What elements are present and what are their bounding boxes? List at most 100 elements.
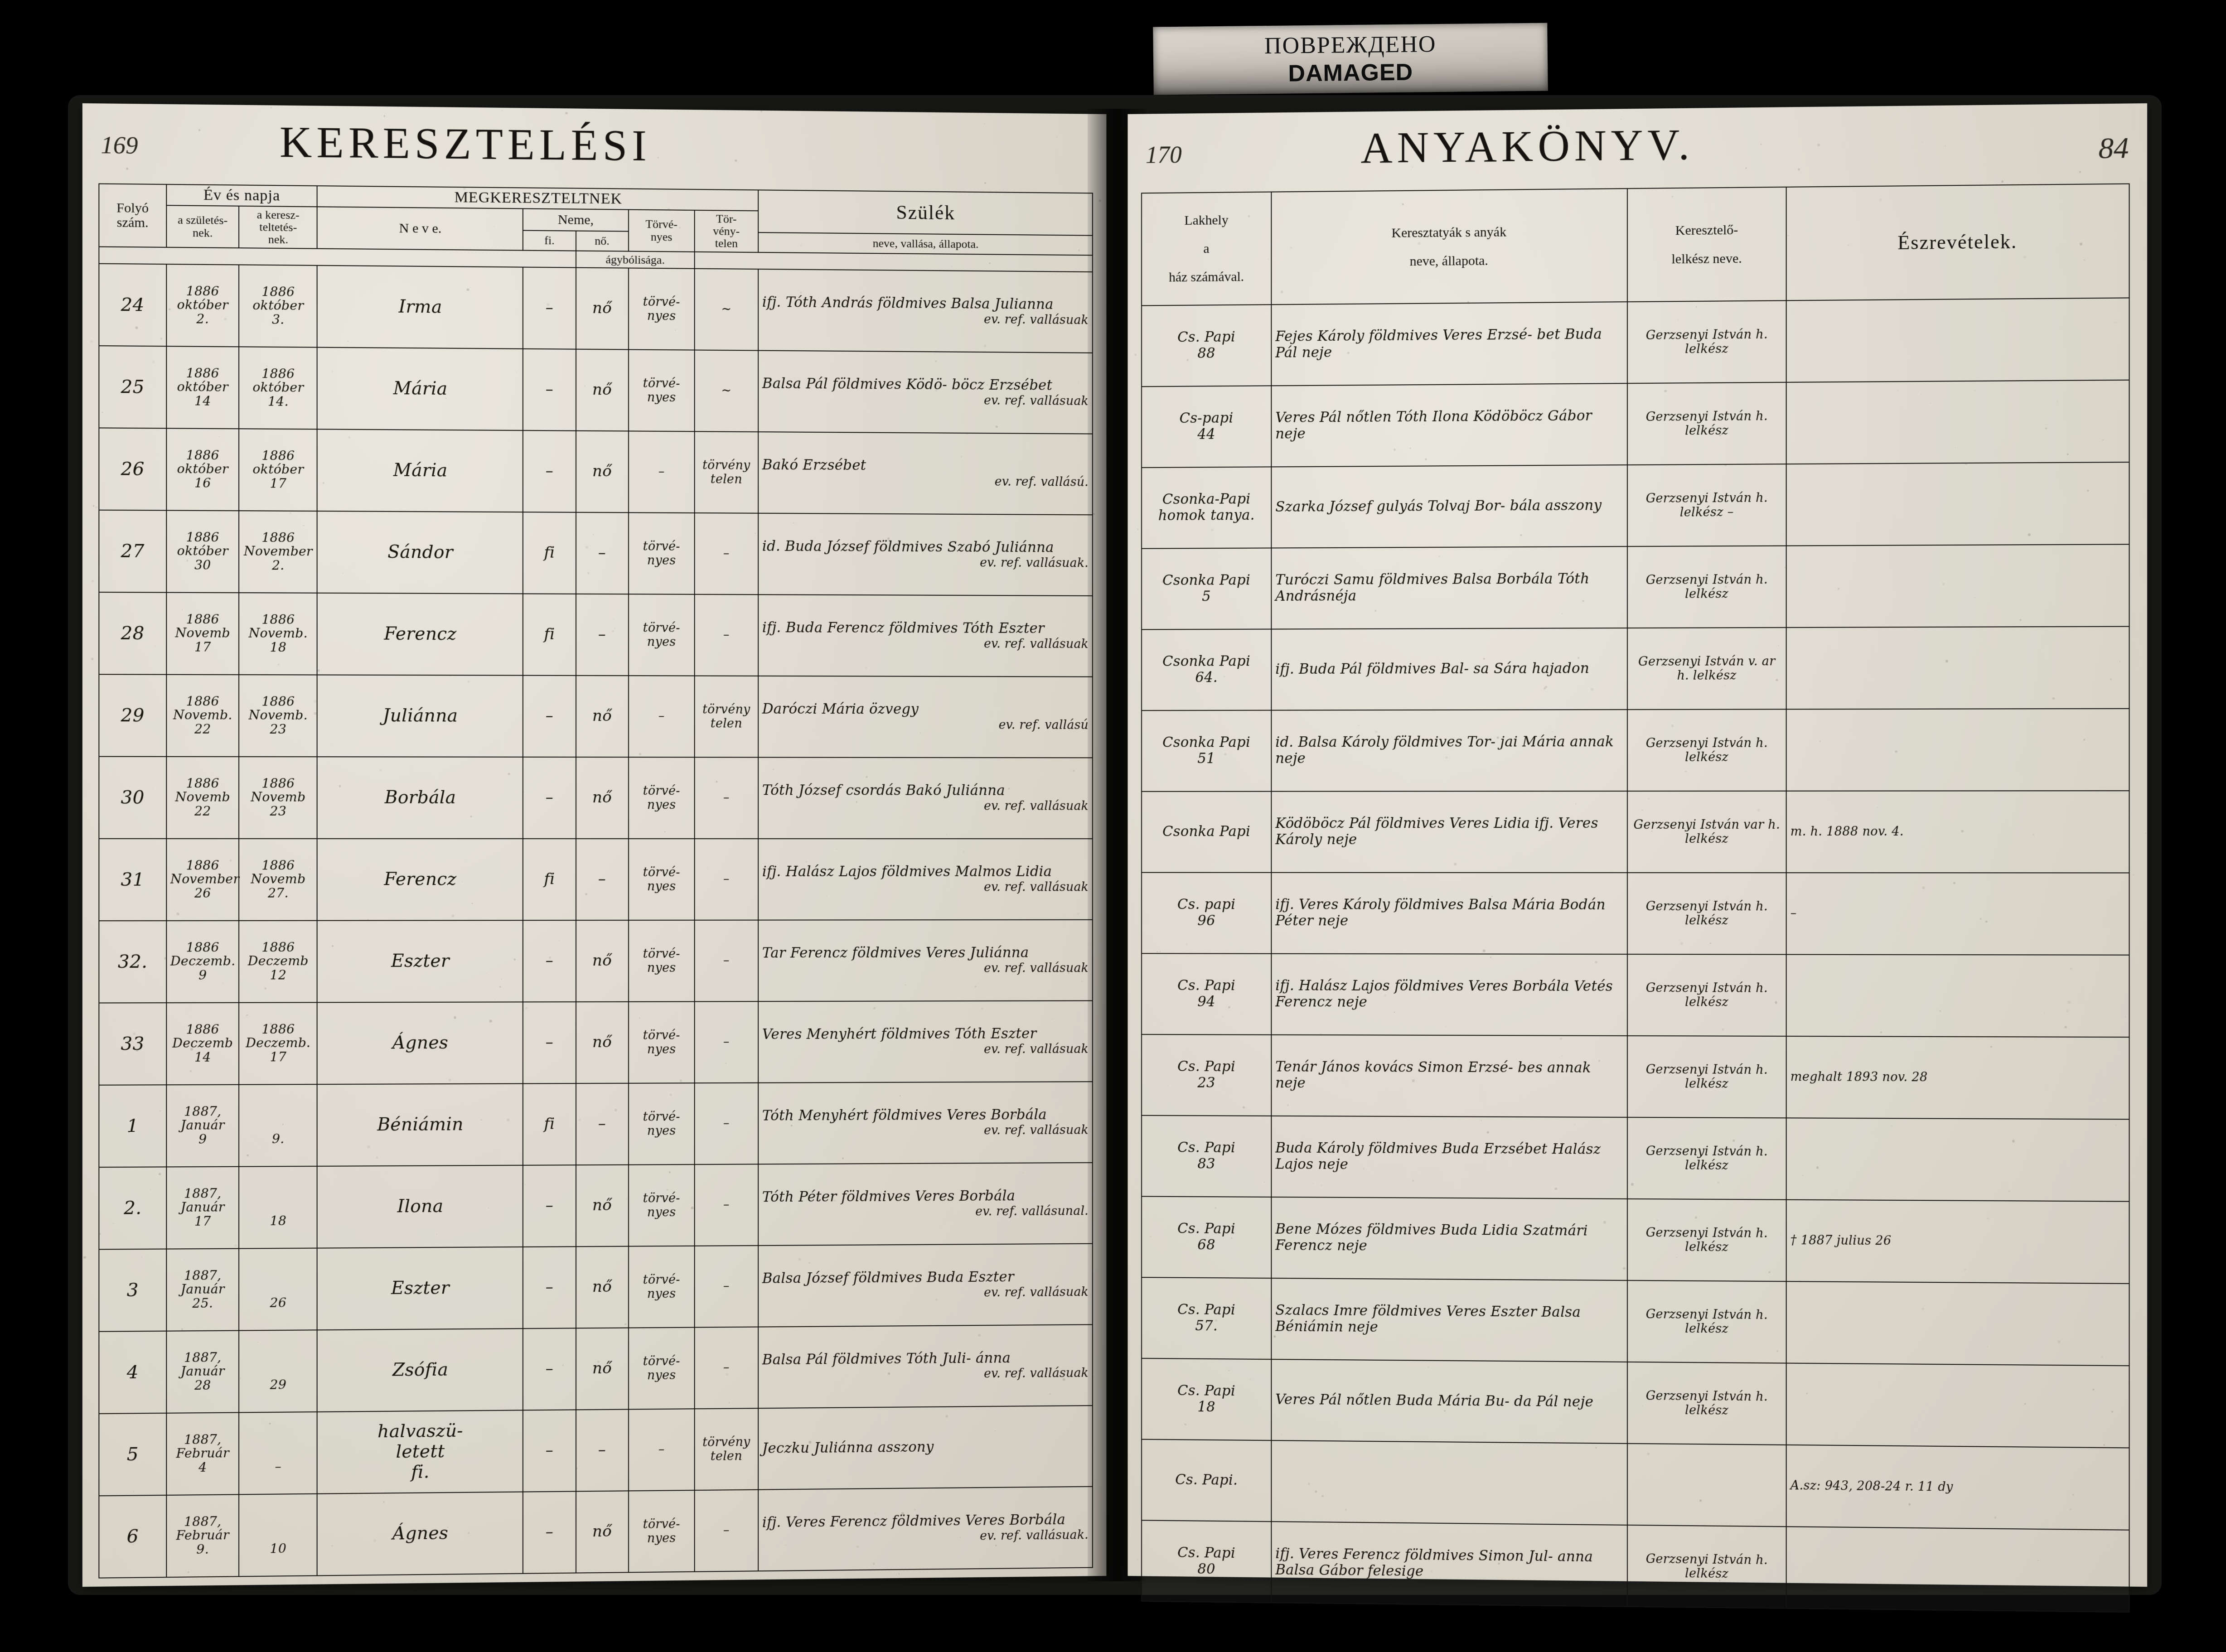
parents-cell: Veres Menyhért földmives Tóth Eszter ev. … [758,1000,1093,1082]
paper-speck [2057,401,2058,402]
paper-speck [1897,390,1898,391]
illegitimate-cell: – [695,920,758,1001]
paper-speck [565,112,568,115]
paper-speck [1965,462,1967,465]
baptism-date: 1886 Deczemb. 17 [239,1002,317,1084]
child-name: Mária [317,347,523,430]
paper-speck [1573,1123,1575,1125]
paper-speck [725,1063,726,1064]
paper-speck [836,849,837,850]
paper-speck [1582,600,1584,602]
table-row: Csonka Papi Ködöböcz Pál földmives Veres … [1142,791,2129,873]
damaged-label-russian: ПОВРЕЖДЕНО [1264,31,1437,59]
paper-speck [585,893,587,895]
paper-speck [1631,1183,1634,1186]
baptism-date: 1886 November 2. [239,511,317,593]
baptism-date: 9. [239,1084,317,1167]
child-name: Borbála [317,757,523,839]
legitimate-cell: törvé-nyes [629,1164,695,1246]
priest-cell: Gerzsenyi István var h. lelkész [1627,791,1786,873]
parents-cell: Tóth József csordás Bakó Juliánna ev. ref… [758,757,1093,839]
residence-cell: Csonka Papi 51 [1142,710,1271,792]
paper-speck [198,129,200,131]
illegitimate-cell: ~ [695,350,758,432]
paper-speck [470,816,472,817]
gender-female: nő [576,1165,628,1247]
table-row: 27 1886 október 30 1886 November 2. Sándor fi – tö… [99,510,1093,596]
paper-speck [549,956,551,959]
paper-speck [1045,638,1046,640]
residence-cell: Csonka Papi 5 [1142,548,1271,629]
baptism-date: 26 [239,1248,317,1330]
baptism-date: 18 [239,1166,317,1249]
paper-speck [1498,1563,1500,1565]
baptism-date: 29 [239,1330,317,1412]
child-name: Ágnes [317,1492,523,1575]
parents-cell: Bakó Erzsébet ev. ref. vallású. [758,432,1093,515]
parents-cell: ifj. Tóth András földmives Balsa Juliann… [758,269,1093,353]
parents-cell: id. Buda József földmives Szabó Juliánna… [758,513,1093,596]
paper-speck [1603,1221,1606,1223]
paper-speck [1648,798,1650,800]
remarks-cell: m. h. 1888 nov. 4. [1786,791,2129,873]
remarks-cell [1786,1526,2129,1612]
paper-speck [1746,168,1747,169]
paper-speck [1215,1207,1216,1208]
paper-speck [873,1563,875,1565]
paper-speck [1402,203,1404,205]
paper-speck [436,1494,437,1495]
table-row: Cs. Papi 88 Fejes Károly földmives Veres E… [1142,298,2129,386]
gender-male: – [523,1491,576,1573]
paper-speck [1228,1370,1229,1371]
paper-speck [489,1020,492,1023]
parents-cell: ifj. Buda Ferencz földmives Tóth Eszter e… [758,594,1093,676]
paper-speck [877,1521,880,1524]
left-folio-number: 169 [101,131,138,159]
table-row: Cs. Papi 94 ifj. Halász Lajos földmives Ve… [1142,953,2129,1037]
gender-female: nő [576,920,628,1002]
parents-cell: Tar Ferencz földmives Veres Juliánna ev. … [758,920,1093,1001]
record-number: 29 [99,674,166,756]
paper-speck [664,831,665,832]
paper-speck [1922,142,1923,143]
header-szulek: Szülék [758,190,1093,235]
remarks-cell [1786,709,2129,791]
remarks-cell [1786,462,2129,546]
record-number: 26 [99,428,166,510]
paper-speck [1243,1106,1245,1109]
paper-speck [314,700,317,703]
paper-speck [675,329,676,330]
legitimate-cell: törvé-nyes [629,1246,695,1328]
paper-speck [2125,1016,2126,1017]
paper-speck [1250,1379,1251,1380]
paper-speck [314,712,317,715]
table-row: 6 1887, Február 9. 10 Ágnes – nő törvé-nyes – ifj.… [99,1487,1093,1578]
paper-speck [1541,668,1542,669]
gender-female: – [576,594,628,676]
illegitimate-cell: – [695,1490,758,1572]
gender-female: nő [576,1328,628,1410]
header-no: nő. [576,231,628,251]
paper-speck [190,1029,191,1030]
remarks-cell [1786,544,2129,628]
remarks-cell [1786,298,2129,382]
illegitimate-cell: ~ [695,269,758,351]
paper-speck [639,1017,640,1018]
remarks-cell [1786,380,2129,464]
gender-male: – [523,1328,576,1410]
legitimate-cell: törvé-nyes [629,594,695,676]
paper-speck [887,537,890,540]
table-row: Cs. Papi 23 Tenár János kovács Simon Erzsé… [1142,1034,2129,1119]
paper-speck [865,667,867,669]
paper-speck [1724,685,1726,686]
table-row: 28 1886 Novemb 17 1886 Novemb. 18 Ferencz fi – tör… [99,592,1093,677]
paper-speck [1877,807,1878,808]
priest-cell: Gerzsenyi István h. lelkész [1627,1036,1786,1118]
paper-speck [468,1532,469,1534]
paper-speck [1281,291,1283,293]
paper-speck [668,208,670,210]
birth-date: 1887, Február 4 [166,1412,239,1495]
paper-speck [452,914,455,917]
table-row: Cs. papi 96 ifj. Veres Károly földmives Ba… [1142,873,2129,955]
paper-speck [1945,145,1946,146]
